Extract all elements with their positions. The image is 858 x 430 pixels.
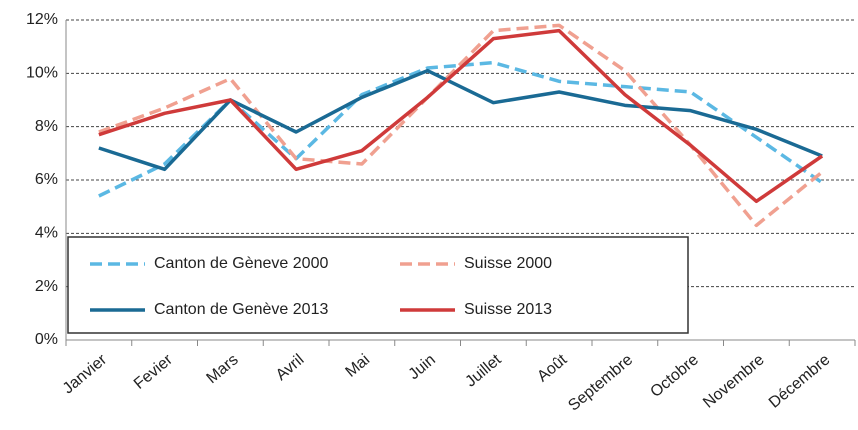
x-tick-label: Septembre: [565, 351, 636, 414]
series-line: [98, 68, 823, 172]
y-tick-label: 0%: [35, 331, 58, 348]
y-tick-label: 8%: [35, 118, 58, 135]
legend-label: Suisse 2013: [464, 301, 552, 318]
series-line: [98, 23, 824, 228]
x-tick-label: Juin: [405, 351, 438, 383]
y-tick-label: 4%: [35, 225, 58, 242]
legend-label: Canton de Genève 2013: [154, 301, 328, 318]
x-tick-label: Août: [534, 351, 571, 386]
y-tick-label: 10%: [26, 65, 58, 82]
legend-label: Canton de Gèneve 2000: [154, 255, 328, 272]
y-tick-label: 6%: [35, 171, 58, 188]
x-tick-label: Novembre: [700, 351, 768, 412]
x-tick-label: Mai: [342, 351, 373, 381]
series-line: [98, 28, 824, 204]
x-tick-label: Juillet: [462, 351, 505, 391]
legend-box: [67, 236, 689, 334]
y-tick-label: 2%: [35, 278, 58, 295]
y-tick-label: 12%: [26, 11, 58, 28]
x-tick-label: Octobre: [647, 351, 702, 401]
x-tick-label: Janvier: [60, 351, 111, 398]
x-tick-label: Mars: [203, 351, 241, 387]
x-tick-label: Avril: [273, 351, 308, 384]
legend-label: Suisse 2000: [464, 255, 552, 272]
x-tick-label: Décembre: [766, 351, 834, 412]
x-tick-label: Fevier: [131, 351, 177, 393]
